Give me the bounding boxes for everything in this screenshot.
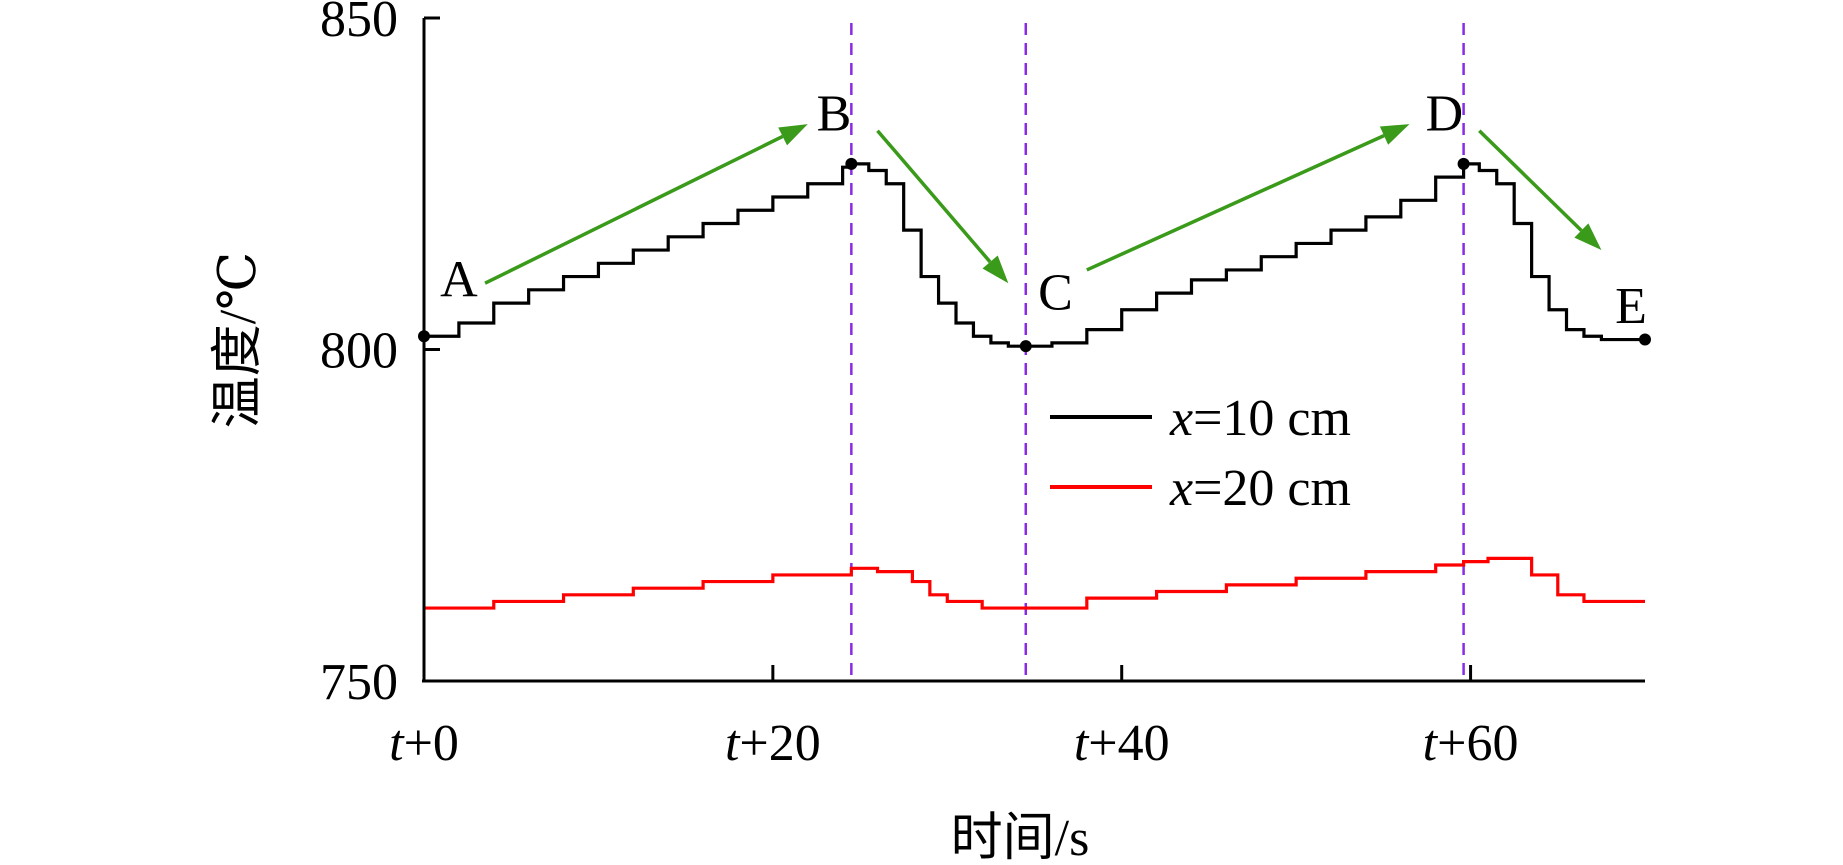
y-axis-title: 温度/℃ [210,252,267,429]
x-tick-label-3: t+60 [1423,715,1519,772]
trend-arrow-0 [484,134,784,285]
point-label-e: E [1615,278,1647,335]
x-tick-label-1: t+20 [725,715,821,772]
point-label-a: A [440,251,478,308]
legend-label-0: x=10 cm [1169,390,1351,447]
marker-point-2 [1019,340,1032,353]
trend-arrow-head-2 [1379,124,1410,145]
series-line-1 [424,556,1645,610]
y-tick-label-0: 750 [320,654,398,711]
trend-arrow-1 [876,129,992,264]
trend-arrow-head-1 [982,255,1009,284]
x-axis-title: 时间/s [951,810,1090,865]
series-layer [424,162,1645,610]
marker-point-3 [1457,157,1470,170]
series-line-0 [424,162,1645,348]
trend-arrow-2 [1086,134,1385,272]
vertical-reference-lines [850,23,1465,681]
trend-arrow-head-3 [1574,223,1602,251]
legend-label-1: x=20 cm [1169,460,1351,517]
legend: x=10 cm x=20 cm [1050,390,1351,517]
point-label-c: C [1038,265,1073,322]
x-axis-ticks: t+0 t+20 t+40 t+60 [389,665,1518,772]
x-tick-label-0: t+0 [389,715,459,772]
marker-layer [418,157,1651,353]
point-label-d: D [1426,86,1464,143]
arrow-layer [484,124,1602,285]
y-tick-label-2: 850 [320,0,398,48]
x-tick-label-2: t+40 [1074,715,1170,772]
marker-point-1 [845,157,858,170]
trend-arrow-head-0 [778,124,808,146]
y-axis-ticks: 750 800 850 [320,0,440,711]
marker-point-4 [1639,333,1651,346]
point-label-b: B [817,86,852,143]
trend-arrow-3 [1478,129,1583,232]
y-tick-label-1: 800 [320,323,398,380]
point-label-layer: A B C D E [440,86,1647,335]
